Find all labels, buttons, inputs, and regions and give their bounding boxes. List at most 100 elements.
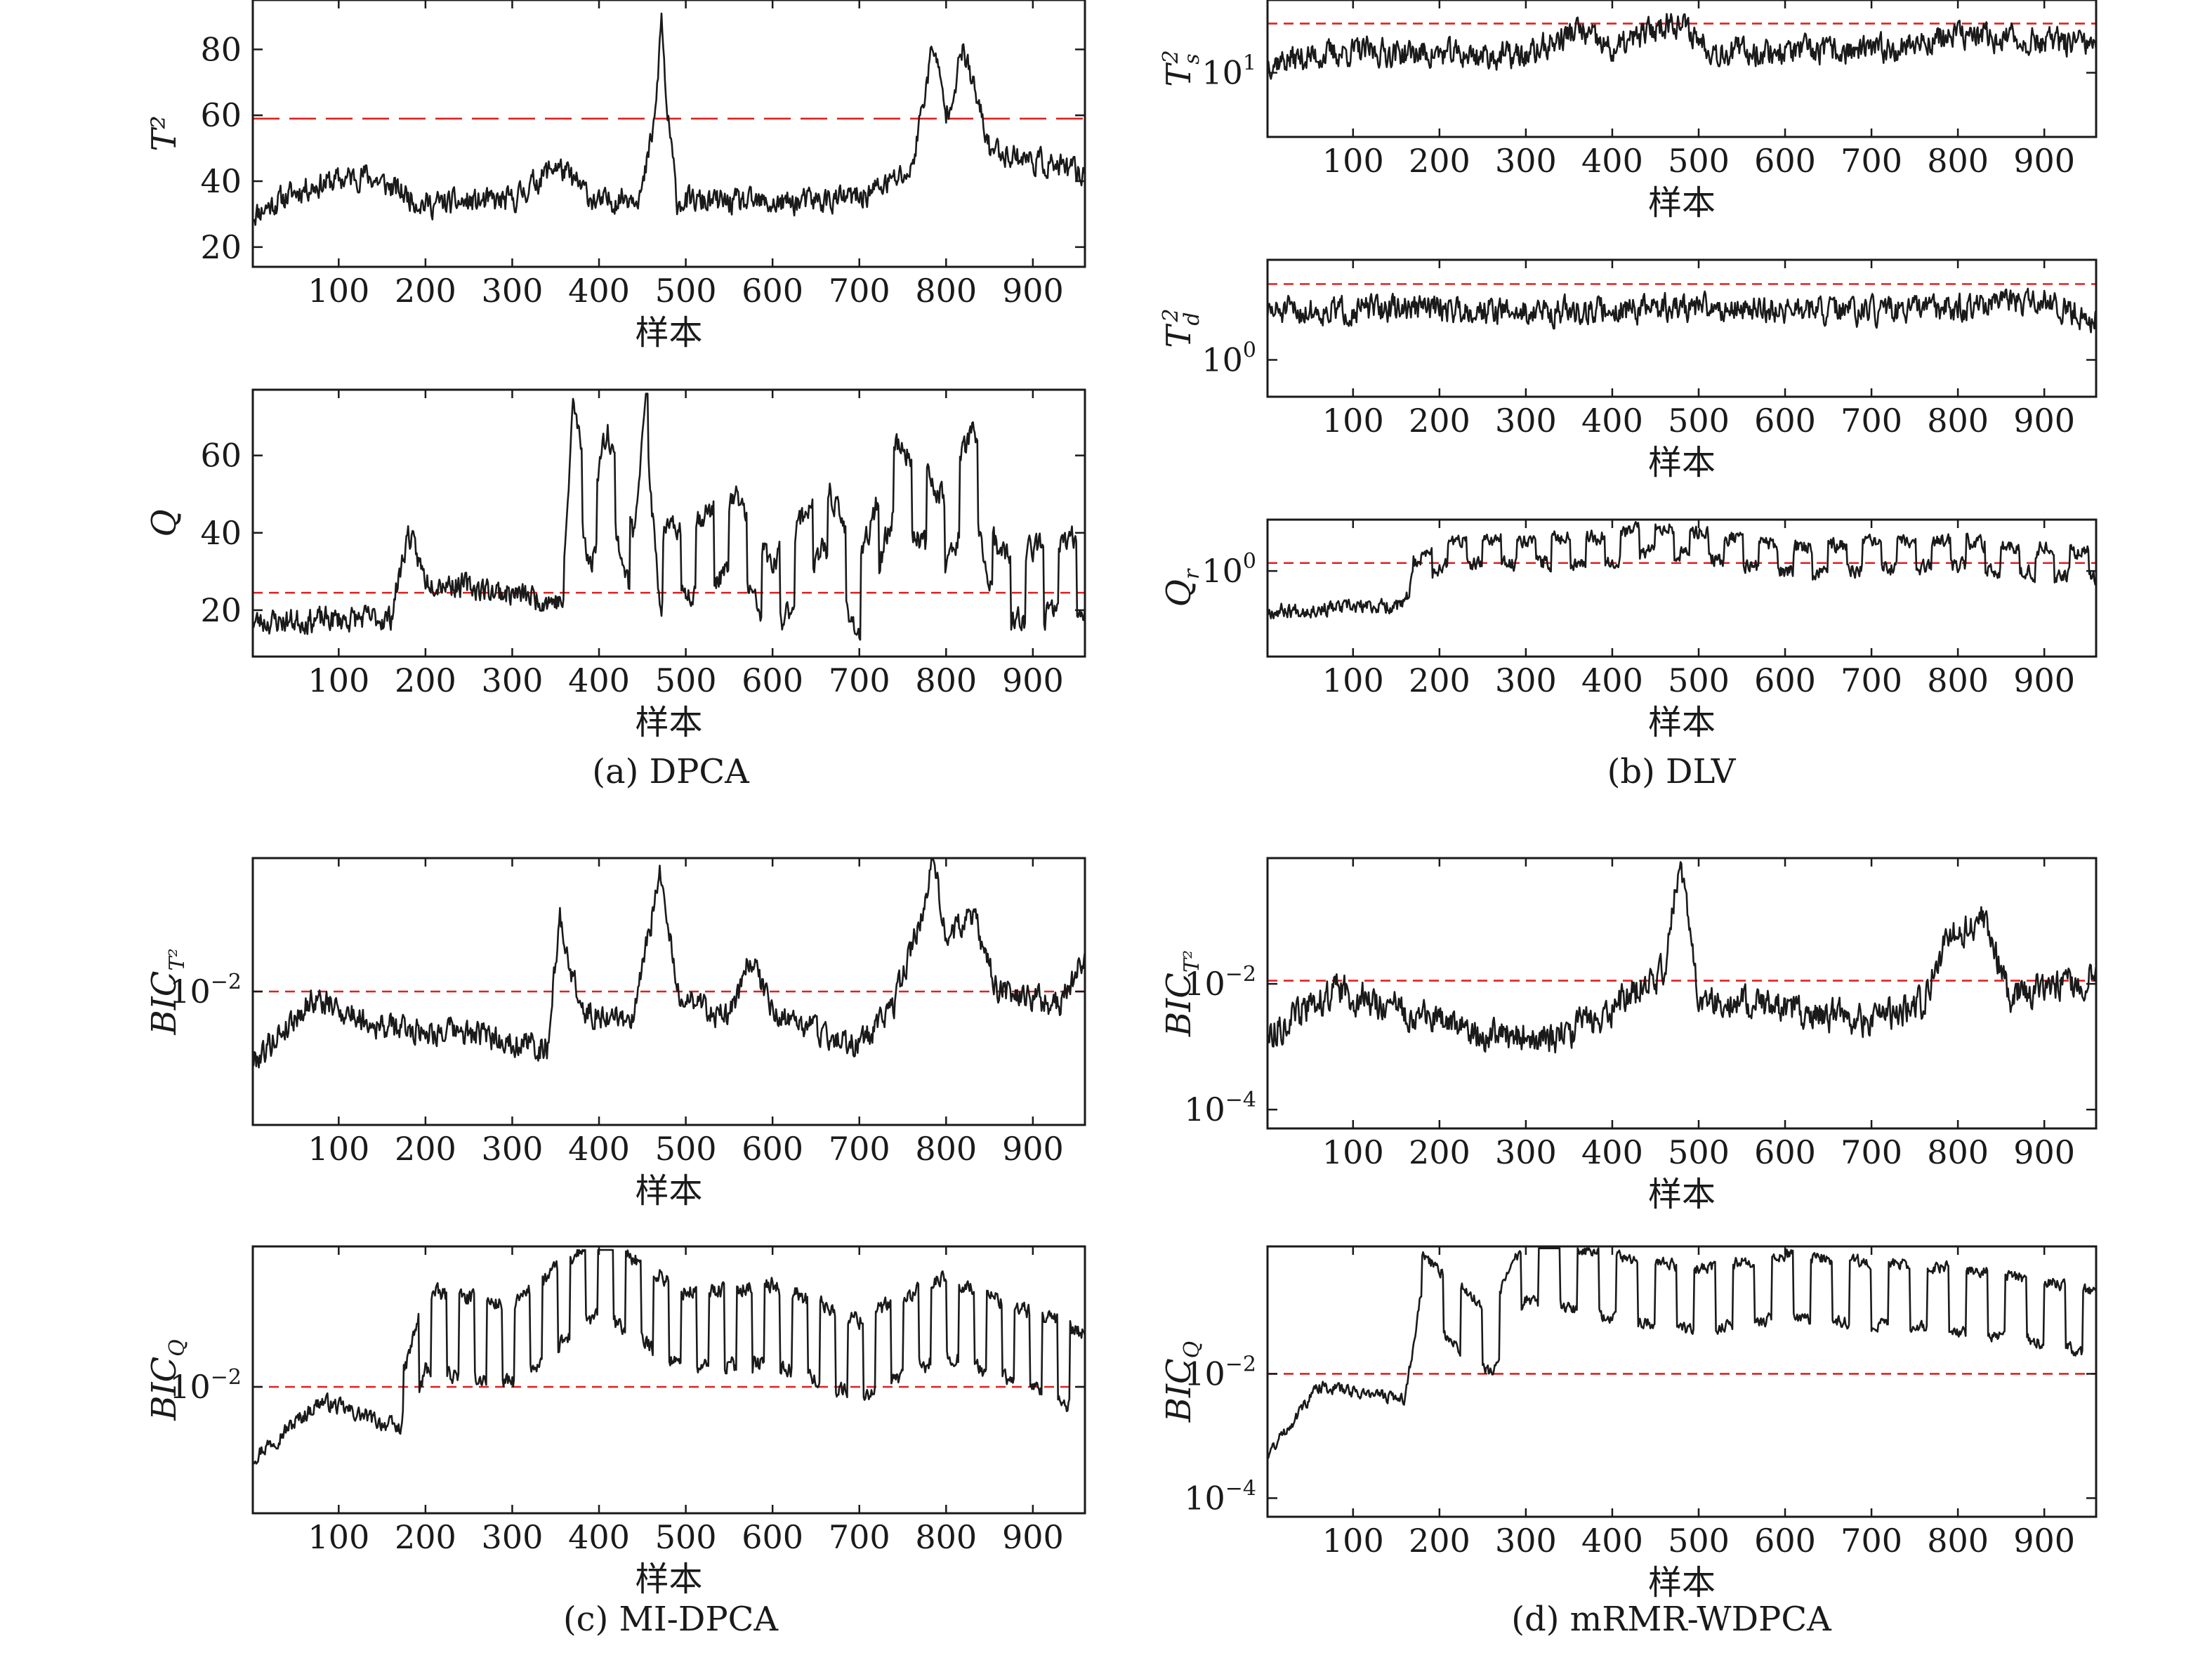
series-line-0 [1268, 287, 2096, 334]
x-tick-label: 500 [655, 1518, 717, 1556]
y-tick-label: 10−2 [169, 1365, 242, 1406]
x-tick-label: 800 [1927, 1133, 1989, 1171]
y-tick-exponent: 1 [1243, 51, 1256, 76]
y-axis-label-subscript: T² [1180, 950, 1204, 973]
plot-frame [251, 1245, 1086, 1515]
y-tick-label: 60 [200, 96, 242, 134]
x-tick-label: 900 [2013, 142, 2075, 180]
plot-frame [251, 388, 1086, 658]
x-tick-label: 200 [395, 661, 456, 699]
x-tick-label: 200 [1409, 142, 1470, 180]
plot-frame [251, 0, 1086, 268]
x-tick-label: 400 [1581, 1133, 1643, 1171]
y-axis-label-subscript: r [1180, 568, 1204, 579]
x-tick-label: 300 [1495, 1522, 1557, 1560]
y-tick-base: 10 [1184, 1091, 1225, 1128]
subplot-a-0: 100 200 300 400 500 600 700 800 900 样本 20 40 60 80 T² [145, 0, 1086, 353]
x-tick-label: 100 [1322, 402, 1384, 440]
y-axis-label: BICQ [145, 1339, 190, 1421]
series-line-0 [253, 393, 1085, 641]
x-axis-label: 样本 [635, 703, 702, 742]
x-tick-label: 100 [1322, 661, 1384, 699]
y-tick-label: 101 [1202, 51, 1256, 92]
x-tick-label: 400 [568, 1518, 630, 1556]
y-tick-exponent: 0 [1243, 549, 1256, 574]
plot-frame [1266, 1245, 2098, 1518]
y-axis-label: Q [145, 509, 184, 536]
y-axis-label: BICQ [1159, 1341, 1204, 1423]
subplot-d-7: 100 200 300 400 500 600 700 800 900样本10−210−4BIC… [1159, 857, 2098, 1214]
y-tick-label: 10−2 [169, 970, 242, 1010]
panels: 100 200 300 400 500 600 700 800 900样本20406080T²1… [145, 0, 2098, 1602]
y-axis-label-main: T [1159, 62, 1199, 87]
caption-a: (a) DPCA [592, 752, 750, 791]
x-tick-label: 800 [915, 272, 977, 310]
x-tick-label: 800 [915, 1130, 977, 1168]
x-tick-label: 700 [829, 272, 890, 310]
y-axis-label-main: T [1159, 324, 1199, 348]
x-tick-label: 200 [1409, 1133, 1470, 1171]
y-axis-label-main: BIC [145, 1357, 184, 1421]
x-tick-label: 100 [1322, 1133, 1384, 1171]
caption-c: (c) MI-DPCA [563, 1600, 779, 1639]
x-tick-label: 900 [1002, 1130, 1064, 1168]
x-tick-label: 200 [395, 1518, 456, 1556]
y-axis-label-subscript: T² [165, 948, 190, 970]
y-axis-label-subscript: s [1180, 53, 1204, 64]
x-axis-label: 样本 [1648, 1175, 1716, 1214]
x-tick-label: 800 [1927, 142, 1989, 180]
x-tick-label: 800 [915, 661, 977, 699]
x-axis-label: 样本 [1648, 1563, 1716, 1602]
x-tick-label: 900 [1002, 661, 1064, 699]
y-tick-label: 80 [200, 30, 242, 68]
y-tick-label: 20 [200, 228, 242, 266]
x-axis-label: 样本 [1648, 443, 1716, 482]
x-tick-label: 300 [482, 661, 544, 699]
y-axis-label-main: Q [1159, 579, 1199, 607]
x-tick-label: 800 [1927, 402, 1989, 440]
x-tick-label: 100 [1322, 1522, 1384, 1560]
x-tick-label: 100 [308, 1130, 369, 1168]
x-tick-label: 100 [308, 1518, 369, 1556]
y-axis-label: Ts2 [1159, 50, 1204, 87]
y-tick-label: 10−4 [1184, 1088, 1256, 1128]
series-line-0 [1268, 13, 2096, 80]
y-tick-base: 10 [169, 973, 211, 1010]
x-tick-label: 800 [1927, 1522, 1989, 1560]
x-tick-label: 700 [1841, 661, 1902, 699]
x-tick-label: 200 [1409, 661, 1470, 699]
x-tick-label: 500 [1668, 1522, 1730, 1560]
subplot-d-8: 100 200 300 400 500 600 700 800 900样本10−210−4BIC… [1159, 1245, 2098, 1602]
y-tick-label: 10−2 [1184, 962, 1256, 1003]
x-axis-label: 样本 [635, 313, 702, 353]
y-axis-label-main: BIC [1159, 973, 1199, 1037]
y-tick-base: 10 [1184, 1355, 1225, 1392]
y-tick-exponent: −2 [211, 970, 242, 994]
x-tick-label: 600 [742, 1518, 803, 1556]
x-tick-label: 400 [568, 661, 630, 699]
plot-frame [251, 857, 1086, 1126]
subplot-a-1: 100 200 300 400 500 600 700 800 900 样本 20 40 60 Q [145, 388, 1086, 742]
x-tick-label: 400 [568, 1130, 630, 1168]
series-line-0 [253, 12, 1085, 226]
y-tick-label: 40 [200, 162, 242, 200]
y-tick-label: 10−4 [1184, 1476, 1256, 1517]
x-tick-label: 300 [1495, 402, 1557, 440]
x-tick-label: 700 [829, 661, 890, 699]
x-tick-label: 400 [1581, 1522, 1643, 1560]
y-tick-base: 10 [1202, 552, 1243, 590]
caption-b: (b) DLV [1607, 752, 1737, 791]
y-tick-exponent: −4 [1225, 1088, 1256, 1112]
x-tick-label: 400 [1581, 142, 1643, 180]
plot-frame [1266, 0, 2098, 138]
y-tick-exponent: −4 [1225, 1476, 1256, 1501]
y-axis-label-main: Q [145, 509, 184, 536]
x-axis-label: 样本 [635, 1171, 702, 1211]
x-tick-label: 700 [829, 1518, 890, 1556]
series-line-0 [253, 858, 1085, 1069]
y-axis-label-main: BIC [145, 971, 184, 1036]
x-tick-label: 200 [1409, 402, 1470, 440]
